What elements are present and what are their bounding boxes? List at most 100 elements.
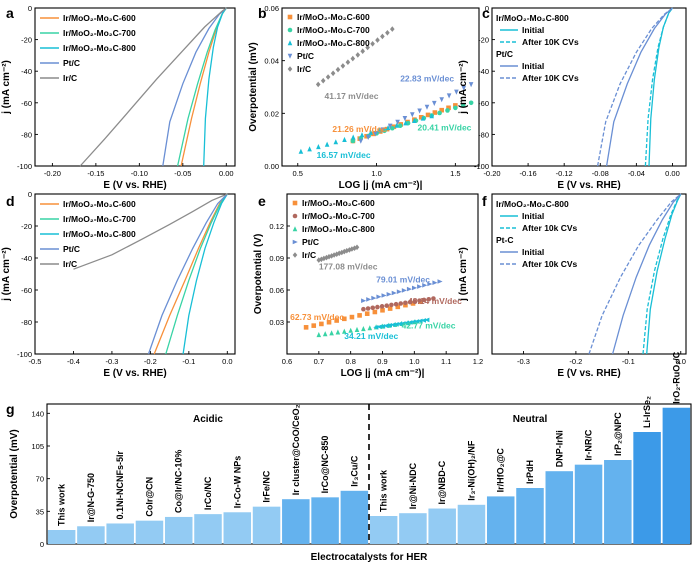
data-point xyxy=(398,301,404,306)
series-line xyxy=(153,193,228,355)
bar-label: DNP-IrNi xyxy=(554,430,564,467)
bar-label: IrFe/NC xyxy=(262,470,272,503)
data-point xyxy=(426,296,432,302)
data-point xyxy=(316,332,322,338)
data-point xyxy=(410,319,416,325)
data-point xyxy=(377,127,382,133)
data-point xyxy=(340,63,346,69)
data-point xyxy=(432,110,438,115)
data-point xyxy=(429,113,434,119)
bar-label: 0.1Ni-NCNFs-5Ir xyxy=(115,450,125,519)
bar-label: This work xyxy=(57,483,67,526)
y-tick-label: 70 xyxy=(36,475,44,484)
data-point xyxy=(412,117,417,123)
data-point xyxy=(370,41,375,47)
legend-label: Ir/MoO₂-Mo₂C-600 xyxy=(63,13,136,23)
panel-label: d xyxy=(6,193,15,209)
x-tick-label: -0.1 xyxy=(182,357,195,366)
x-tick-label: 0.6 xyxy=(282,357,292,366)
legend-label: Ir/MoO₂-Mo₂C-800 xyxy=(297,38,370,48)
series-line xyxy=(588,193,682,355)
bar-label: Ir/HfO₂@C xyxy=(496,448,506,493)
bar xyxy=(486,496,515,544)
data-point xyxy=(298,148,304,154)
data-point xyxy=(335,66,341,73)
y-tick-label: -20 xyxy=(21,222,32,231)
data-point xyxy=(370,305,376,311)
data-point xyxy=(468,100,474,106)
legend-label: Pt/C xyxy=(297,51,314,61)
series-line xyxy=(165,193,228,355)
y-tick-label: -100 xyxy=(17,162,32,171)
bar-label: Li-IrSe₂ xyxy=(642,396,652,428)
data-point xyxy=(453,103,458,108)
data-point xyxy=(407,299,413,305)
data-point xyxy=(381,293,387,298)
data-point xyxy=(397,123,403,129)
bar xyxy=(340,490,369,544)
data-point xyxy=(330,70,336,77)
slope-annotation: 20.41 mV/dec xyxy=(418,122,472,132)
bar xyxy=(662,407,691,544)
data-point xyxy=(395,119,400,125)
bar xyxy=(164,516,193,544)
bar-label: Ir₃Cu/C xyxy=(349,455,359,487)
data-point xyxy=(331,252,337,258)
series-line xyxy=(611,193,682,355)
series-line xyxy=(180,7,227,167)
legend-label: After 10K CVs xyxy=(522,73,579,83)
data-point xyxy=(354,326,360,332)
legend-label: Ir/MoO₂-Mo₂C-800 xyxy=(63,229,136,239)
data-point xyxy=(359,132,365,138)
data-point xyxy=(319,321,324,327)
bar xyxy=(604,460,632,544)
data-point xyxy=(350,134,356,140)
legend-label: Initial xyxy=(522,25,544,35)
data-point xyxy=(387,123,393,129)
series-line xyxy=(596,7,673,167)
data-point xyxy=(422,283,428,288)
x-axis-label: E (V vs. RHE) xyxy=(557,368,620,379)
data-point xyxy=(380,127,386,133)
data-point xyxy=(366,297,372,302)
bar-label: IrPdH xyxy=(525,460,535,484)
data-point xyxy=(364,311,370,316)
data-point xyxy=(371,295,377,301)
legend-label: Ir/MoO₂-Mo₂C-800 xyxy=(302,224,375,234)
data-point xyxy=(344,247,350,254)
y-tick-label: -40 xyxy=(21,254,32,263)
data-point xyxy=(367,325,373,331)
x-axis-label: E (V vs. RHE) xyxy=(103,368,166,379)
legend-label: Ir/MoO₂-Mo₂C-600 xyxy=(63,199,136,209)
legend-label: Ir/C xyxy=(297,64,311,74)
data-point xyxy=(425,112,431,118)
data-point xyxy=(292,213,298,219)
data-point xyxy=(349,246,355,252)
data-point xyxy=(350,138,356,144)
bar-label: Ir@Ni-NDC xyxy=(408,462,418,509)
data-point xyxy=(287,53,293,59)
data-point xyxy=(431,296,436,301)
x-tick-label: -0.20 xyxy=(483,169,500,178)
data-point xyxy=(403,120,408,126)
bar-label: Co@Ir/NC-10% xyxy=(174,450,184,513)
x-axis-label: LOG |j (mA cm⁻²)| xyxy=(339,180,423,191)
y-tick-label: -80 xyxy=(21,318,32,327)
data-point xyxy=(417,298,422,303)
data-point xyxy=(403,300,408,306)
x-tick-label: 0.0 xyxy=(222,357,232,366)
bar-label: IrP₂@NPC xyxy=(613,412,623,456)
data-point xyxy=(395,304,401,310)
data-point xyxy=(365,306,371,311)
x-tick-label: 0.00 xyxy=(219,169,234,178)
data-point xyxy=(375,304,380,310)
y-tick-label: -20 xyxy=(478,36,489,45)
data-point xyxy=(407,320,413,325)
y-tick-label: 0.06 xyxy=(264,4,279,13)
x-tick-label: -0.4 xyxy=(67,357,80,366)
data-point xyxy=(390,26,395,32)
data-point xyxy=(334,251,339,257)
y-axis-label: Overpotential (mV) xyxy=(248,42,259,131)
y-tick-label: 0.12 xyxy=(269,222,284,231)
